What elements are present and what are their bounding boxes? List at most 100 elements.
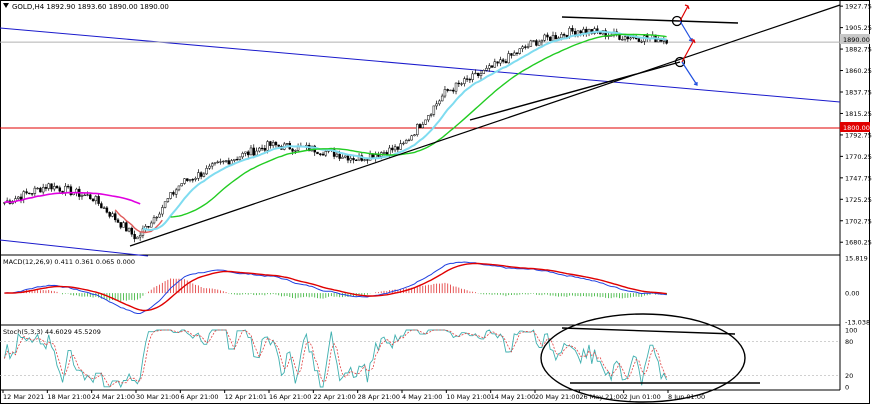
- candle: [493, 61, 497, 68]
- time-tick-label: 8 Jun 01:00: [668, 393, 705, 401]
- candle: [346, 155, 350, 161]
- arrow-down-icon: [681, 61, 698, 86]
- time-tick-label: 18 Mar 21:00: [47, 393, 90, 401]
- candle: [637, 38, 641, 42]
- candle: [97, 196, 100, 204]
- time-tick-label: 6 Apr 21:00: [180, 393, 218, 401]
- candle: [83, 194, 86, 197]
- candle: [410, 135, 413, 141]
- candle: [199, 172, 203, 177]
- candle: [582, 28, 585, 34]
- candle: [338, 153, 341, 159]
- candle: [186, 178, 189, 181]
- candle: [665, 39, 668, 44]
- arrow-head: [693, 82, 698, 86]
- candle: [163, 201, 167, 208]
- channel-lower-line[interactable]: [0, 239, 149, 257]
- triangle-down-icon[interactable]: [3, 3, 9, 8]
- candle: [222, 160, 225, 163]
- time-tick-label: 24 Mar 21:00: [92, 393, 135, 401]
- candle: [438, 100, 441, 105]
- trendline-main[interactable]: [129, 4, 841, 247]
- candle: [343, 155, 347, 158]
- candle: [158, 213, 161, 218]
- candle: [402, 142, 405, 145]
- candle: [515, 52, 519, 54]
- stoch-tick-label: 20: [845, 372, 853, 380]
- candle: [105, 207, 109, 213]
- candle: [526, 46, 530, 48]
- candle: [44, 187, 48, 189]
- candle: [271, 142, 275, 146]
- candle: [521, 46, 524, 49]
- candle: [210, 163, 214, 167]
- candle: [91, 198, 95, 202]
- price-tick-label: 1747.75: [845, 174, 872, 182]
- stoch-trendline[interactable]: [561, 327, 736, 335]
- candle: [429, 114, 433, 116]
- candle: [33, 187, 37, 194]
- candle: [549, 36, 552, 41]
- candle: [230, 160, 233, 165]
- candle: [41, 187, 45, 193]
- candle: [341, 156, 344, 159]
- candle: [172, 192, 175, 195]
- candle: [657, 39, 660, 43]
- candle: [355, 159, 358, 162]
- price-tick-label: 1770.25: [845, 153, 872, 161]
- candle: [194, 178, 197, 180]
- level-badge: [840, 122, 870, 132]
- candle: [58, 187, 62, 192]
- candle: [119, 222, 122, 228]
- candle: [17, 196, 20, 199]
- trendline-top[interactable]: [561, 16, 739, 24]
- candle: [238, 156, 242, 160]
- candle: [324, 151, 328, 156]
- stoch-annotations: [540, 313, 760, 403]
- candle: [540, 40, 544, 43]
- candle: [39, 187, 42, 193]
- candle: [174, 189, 178, 195]
- candle: [421, 124, 425, 128]
- candle: [80, 195, 84, 197]
- candle: [546, 34, 549, 38]
- price-tick-label: 1702.75: [845, 217, 872, 225]
- candle: [573, 31, 577, 35]
- candle: [454, 82, 458, 92]
- candle: [235, 158, 239, 161]
- candle: [471, 73, 474, 80]
- stoch-d-line: [4, 329, 667, 388]
- candle: [579, 30, 582, 34]
- channel-upper-line[interactable]: [0, 27, 841, 103]
- candle: [310, 145, 314, 152]
- trendline-short[interactable]: [469, 61, 681, 121]
- candle: [474, 72, 477, 75]
- candle: [138, 235, 142, 238]
- candle: [30, 193, 34, 195]
- arrow-head: [691, 39, 696, 44]
- candle: [393, 146, 397, 151]
- candle: [518, 48, 521, 54]
- candle: [524, 46, 527, 48]
- candle: [294, 150, 297, 152]
- candle: [465, 78, 469, 80]
- candle: [532, 40, 535, 42]
- candle: [490, 65, 494, 68]
- time-tick-label: 26 May 21:00: [579, 393, 624, 401]
- candle: [435, 103, 438, 107]
- macd-indicator: [4, 261, 668, 314]
- candle: [510, 53, 513, 56]
- candle: [501, 59, 505, 62]
- candle: [130, 227, 134, 235]
- candle: [440, 95, 444, 102]
- candle: [36, 187, 39, 190]
- candle: [22, 191, 26, 200]
- candle: [571, 27, 574, 32]
- candle: [388, 147, 391, 156]
- marker-circle: [674, 56, 686, 68]
- candle: [233, 158, 236, 161]
- macd-signal-line: [4, 262, 667, 312]
- candle: [69, 186, 73, 196]
